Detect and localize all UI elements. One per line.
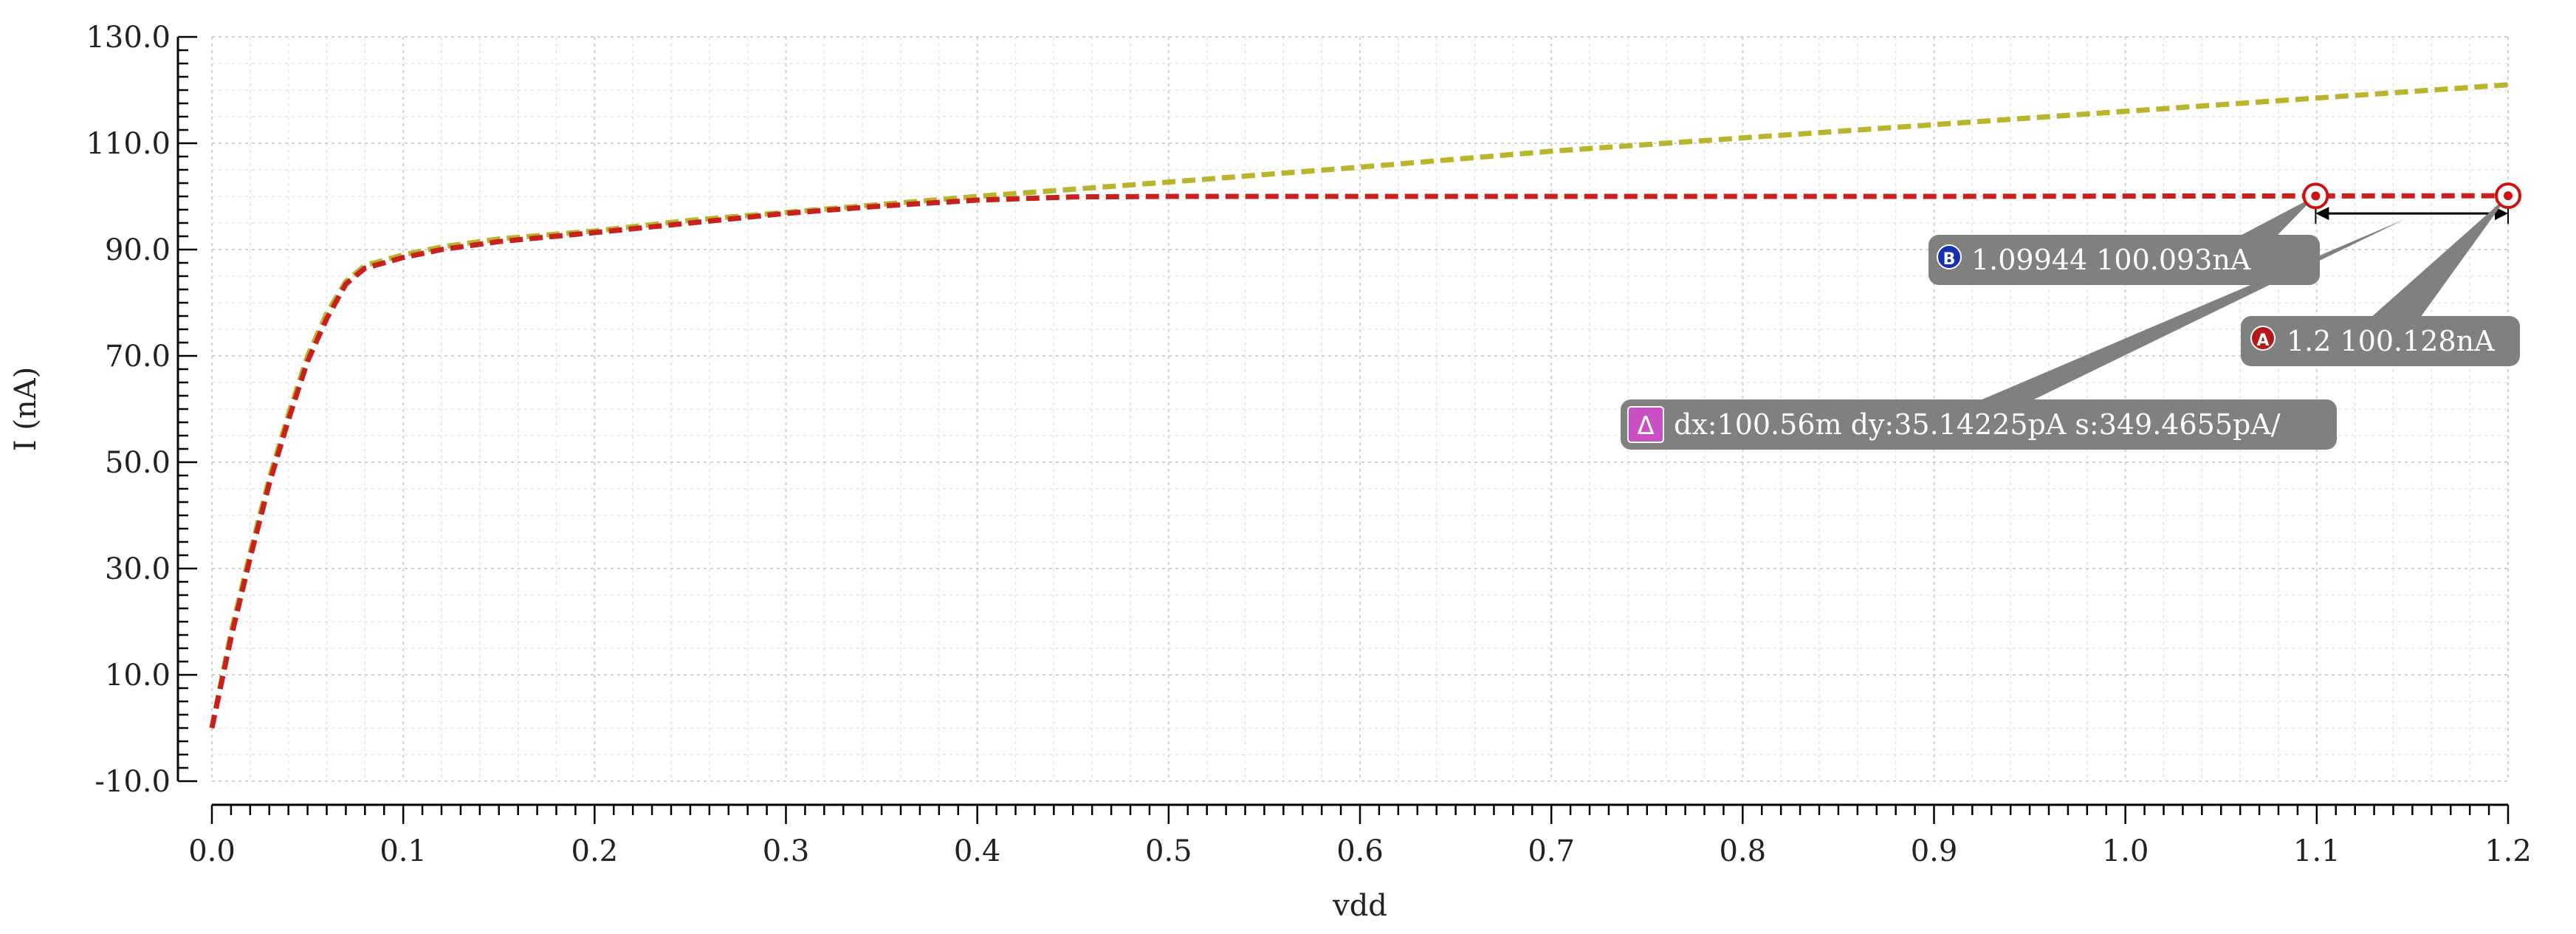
x-tick-label: 0.2: [571, 834, 619, 868]
series-layer: [209, 82, 2509, 729]
delta-badge: [1627, 406, 1664, 443]
x-axis-label: vdd: [1332, 889, 1387, 923]
y-tick-label: 130.0: [86, 21, 171, 55]
y-tick-label: -10.0: [95, 765, 171, 799]
marker-b-id: B: [1943, 250, 1956, 269]
marker-b-callout-box: [1928, 235, 2320, 285]
y-tick-label: 10.0: [105, 659, 171, 693]
x-tick-label: 0.7: [1528, 834, 1575, 868]
marker-b-callout-pointer: [2194, 196, 2316, 260]
x-tick-label: 0.6: [1336, 834, 1384, 868]
x-tick-label: 0.4: [954, 834, 1001, 868]
marker-b-label: 1.09944 100.093nA: [1971, 244, 2251, 276]
marker-a-badge: [2250, 326, 2276, 351]
delta-callout-pointer: [1923, 219, 2405, 425]
y-tick-label: 50.0: [105, 446, 171, 480]
x-tick-label: 0.8: [1720, 834, 1767, 868]
x-tick-label: 0.1: [379, 834, 427, 868]
marker-b-badge: [1937, 244, 1962, 269]
delta-arrowhead-left: [2315, 207, 2329, 221]
x-tick-label: 1.2: [2484, 834, 2532, 868]
x-tick-label: 0.0: [188, 834, 236, 868]
x-tick-label: 0.5: [1145, 834, 1192, 868]
marker-a-id: A: [2256, 332, 2269, 350]
y-axis-label: I (nA): [9, 367, 43, 451]
x-tick-label: 0.3: [763, 834, 810, 868]
markers-layer: B 1.09944 100.093nA A 1.2 100.128nA Δ dx:100.…: [1621, 182, 2521, 450]
delta-symbol: Δ: [1637, 411, 1654, 441]
grid: [211, 36, 2509, 782]
x-tick-label: 0.9: [1911, 834, 1958, 868]
series-line-2: [209, 193, 2509, 729]
delta-callout-box: [1621, 399, 2337, 450]
marker-a-label: 1.2 100.128nA: [2287, 325, 2495, 357]
marker-a-callout-pointer: [2344, 196, 2508, 341]
marker-a-point-dot: [2504, 191, 2513, 201]
delta-arrowhead-right: [2495, 207, 2508, 221]
marker-a-callout-box: [2241, 316, 2520, 366]
y-tick-label: 30.0: [105, 552, 171, 586]
x-tick-label: 1.0: [2102, 834, 2149, 868]
y-tick-label: 110.0: [86, 127, 171, 161]
y-tick-label: 90.0: [105, 233, 171, 267]
x-tick-label: 1.1: [2293, 834, 2340, 868]
y-tick-label: 70.0: [105, 340, 171, 374]
delta-label: dx:100.56m dy:35.14225pA s:349.4655pA/: [1674, 408, 2281, 441]
marker-b-point-dot: [2311, 191, 2321, 201]
axes: -10.0 10.0 30.0 50.0 70.0 90.0 110.0 130.0 0.0 0.…: [86, 21, 2531, 868]
